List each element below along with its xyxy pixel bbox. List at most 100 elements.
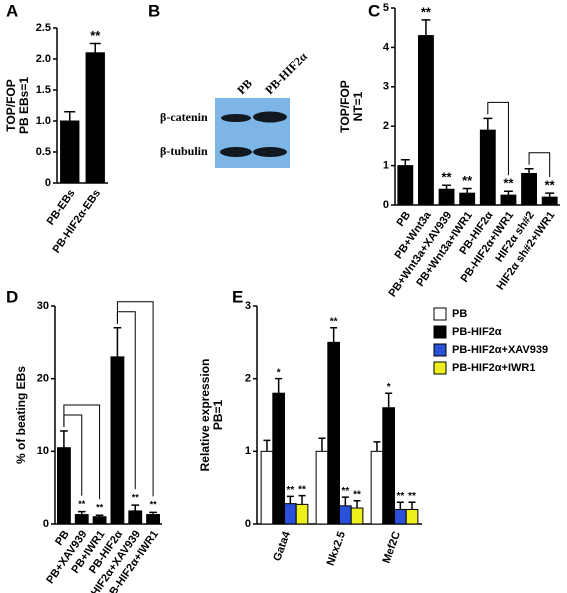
bar xyxy=(272,392,285,525)
bar xyxy=(295,503,309,525)
significance: ** xyxy=(396,491,404,502)
significance: ** xyxy=(90,28,101,43)
legend-swatch xyxy=(433,325,447,339)
comparison-bracket xyxy=(116,301,154,497)
lane-label: PB-HIF2α xyxy=(262,49,310,97)
error-bar xyxy=(77,510,86,515)
y-axis-label: TOP/FOP xyxy=(4,79,18,131)
blot-membrane xyxy=(215,98,290,168)
bar xyxy=(370,450,384,525)
legend-swatch xyxy=(433,343,447,357)
legend-swatch xyxy=(433,361,447,375)
error-bar xyxy=(60,430,68,448)
error-bar xyxy=(95,514,104,517)
y-tick-label: 0.5 xyxy=(36,146,51,158)
bar xyxy=(350,507,364,525)
error-bar xyxy=(396,501,404,510)
x-tick-label: Gata4 xyxy=(271,529,293,563)
error-bar xyxy=(545,192,555,198)
panel-label: D xyxy=(6,287,18,306)
significance: ** xyxy=(545,178,556,193)
comparison-bracket xyxy=(487,101,509,176)
bar xyxy=(74,514,89,525)
blot-band xyxy=(220,147,252,157)
significance: ** xyxy=(330,316,338,327)
legend-label: PB-HIF2α+IWR1 xyxy=(452,362,535,374)
error-bar xyxy=(421,19,431,36)
x-tick-label: Nkx2.5 xyxy=(325,530,348,567)
bar xyxy=(459,192,476,206)
y-tick-label: 4 xyxy=(383,41,390,53)
comparison-bracket xyxy=(528,152,551,178)
y-tick-label: 10 xyxy=(37,445,49,457)
error-bar xyxy=(149,511,157,515)
bar xyxy=(438,188,455,206)
y-axis-label: Relative expression xyxy=(198,359,212,472)
y-tick-label: 0 xyxy=(45,177,51,189)
error-bar xyxy=(330,327,338,343)
significance: ** xyxy=(96,503,104,513)
y-tick-label: 1 xyxy=(245,445,251,457)
y-tick-label: 0 xyxy=(43,518,49,530)
significance: * xyxy=(387,382,391,393)
bar xyxy=(339,505,352,525)
bar xyxy=(146,514,161,525)
error-bar xyxy=(89,42,101,53)
significance: ** xyxy=(503,176,514,191)
y-tick-label: 1.0 xyxy=(36,115,51,127)
legend-swatch xyxy=(433,307,447,321)
error-bar xyxy=(408,501,416,510)
blot-band xyxy=(253,147,287,157)
error-bar xyxy=(298,494,306,505)
panel-label: B xyxy=(148,1,160,20)
bar xyxy=(397,165,414,206)
western-blot: PB PB-HIF2α β-catenin β-tubulin xyxy=(160,49,310,168)
bar xyxy=(521,172,537,206)
bar xyxy=(60,120,80,184)
y-tick-label: 0 xyxy=(245,518,251,530)
error-bar xyxy=(462,187,472,194)
y-tick-label: 5 xyxy=(383,2,389,14)
y-axis-label: NT=1 xyxy=(351,91,365,121)
y-tick-label: 30 xyxy=(37,300,49,312)
y-tick-label: 2.5 xyxy=(36,22,51,34)
error-bar xyxy=(353,499,361,509)
y-tick-label: 2 xyxy=(383,120,389,132)
error-bar xyxy=(385,392,393,408)
error-bar xyxy=(503,190,513,196)
error-bar xyxy=(64,110,76,121)
significance: ** xyxy=(298,484,306,495)
y-axis-label: PB EBs=1 xyxy=(17,77,31,134)
bar xyxy=(92,516,107,525)
error-bar xyxy=(318,437,326,452)
error-bar xyxy=(286,495,294,504)
error-bar xyxy=(113,327,122,357)
significance: ** xyxy=(442,170,453,185)
bar xyxy=(327,341,340,525)
panel-label: C xyxy=(368,1,380,20)
significance: ** xyxy=(150,500,158,510)
error-bar xyxy=(275,377,283,394)
blot-band xyxy=(221,114,251,122)
significance: ** xyxy=(78,499,86,509)
significance: ** xyxy=(341,486,349,497)
error-bar xyxy=(263,439,271,452)
row-label: β-tubulin xyxy=(160,144,208,158)
error-bar xyxy=(373,441,381,452)
significance: ** xyxy=(462,173,473,188)
error-bar xyxy=(483,117,493,131)
significance: * xyxy=(277,367,281,378)
legend-label: PB-HIF2α xyxy=(452,326,502,338)
error-bar xyxy=(442,184,452,190)
y-axis-label: TOP/FOP xyxy=(338,80,352,132)
bar xyxy=(418,35,434,206)
panel-label: A xyxy=(6,1,18,20)
bar xyxy=(284,503,297,525)
panel-label: E xyxy=(232,287,243,306)
bar xyxy=(110,356,125,525)
y-axis-label: % of beating EBs xyxy=(14,366,28,464)
y-tick-label: 2 xyxy=(245,373,251,385)
y-tick-label: 20 xyxy=(37,373,49,385)
significance: ** xyxy=(353,489,361,500)
